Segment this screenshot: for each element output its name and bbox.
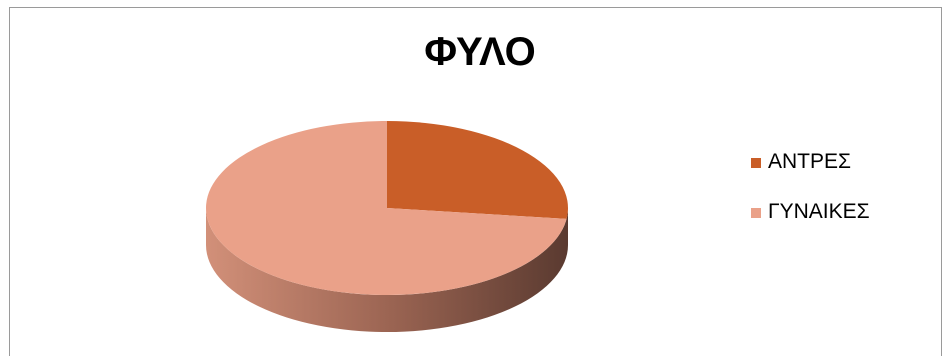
chart-title: ΦΥΛΟ (424, 30, 536, 74)
pie-side (206, 208, 568, 332)
legend-swatch (751, 158, 761, 168)
legend-label: ΓΥΝΑΙΚΕΣ (768, 200, 870, 223)
legend-label: ΑΝΤΡΕΣ (768, 150, 851, 173)
chart-area (9, 7, 942, 356)
legend-swatch (751, 208, 761, 218)
pie-slice (387, 121, 569, 219)
pie-slice (206, 121, 567, 296)
